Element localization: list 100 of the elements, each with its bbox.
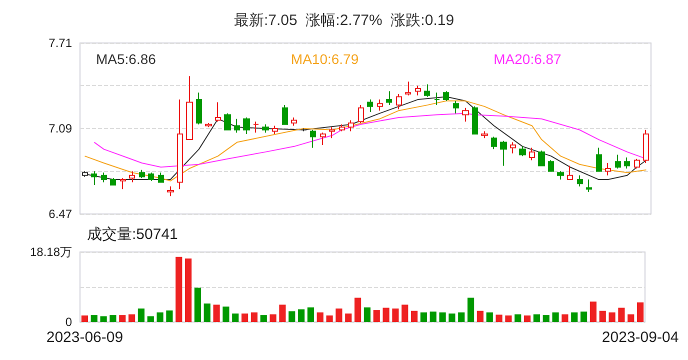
candlestick [434,92,440,106]
candlestick [282,104,288,125]
candlestick [538,150,545,166]
bar [204,304,210,322]
candlestick [634,158,640,169]
bar [345,314,352,322]
candlestick [386,90,392,106]
candlestick [177,99,183,190]
candlestick [253,121,259,134]
candlestick [519,146,526,157]
bar [533,314,540,322]
bar [110,315,116,322]
bar [486,312,493,322]
candlestick [186,76,193,140]
bar [618,308,625,322]
candlestick [377,99,383,112]
bar [250,312,258,322]
text: MA5:6.86 [96,51,156,67]
bar [222,306,230,322]
x-tick-label: 2023-06-09 [46,329,124,346]
bar [420,312,428,322]
candlestick [167,186,174,197]
candlestick [396,94,402,110]
bar [260,315,267,322]
candlestick [415,85,421,96]
bar [213,304,220,322]
bar [166,310,173,322]
candlestick [110,178,116,186]
candlestick [453,100,459,114]
bar [176,256,182,322]
candlestick [148,172,154,182]
bar [156,312,164,322]
candlestick [91,170,97,186]
bar [232,314,239,322]
candlestick [262,124,269,134]
candlestick [491,136,497,150]
bar [496,314,502,322]
candlestick [500,140,507,166]
candlestick [424,84,430,98]
bar [119,315,126,322]
candlestick [205,122,212,128]
chart-title: 最新:7.05 涨幅:2.77% 涨跌:0.19 [234,12,454,29]
candlestick [367,99,373,112]
bar [194,288,202,322]
candlestick [624,156,630,169]
bar [590,302,597,322]
bar [562,314,568,322]
candlestick [339,124,345,132]
candlestick [291,116,297,126]
y-tick-label: 6.47 [48,207,72,221]
candlestick [510,142,516,154]
candlestick [529,147,535,161]
candlestick [348,120,354,132]
bar [81,315,88,322]
bar [608,312,616,322]
bar [298,309,305,322]
bar [636,302,644,322]
candlestick [329,126,335,139]
bar [580,312,588,322]
bar [599,310,606,322]
candlestick [472,106,478,135]
bar [326,315,333,322]
candlestick [301,128,307,132]
candlestick [215,102,221,122]
chart-title: 成交量:50741 [87,226,178,243]
bar [467,298,474,322]
bar [241,314,248,322]
bar [147,316,154,322]
bar [458,312,465,322]
bar [552,312,559,322]
bar [279,304,286,322]
bar [505,315,512,322]
bar [307,307,314,322]
candlestick [596,147,602,172]
candlestick [224,112,231,130]
bar [373,310,380,322]
candlestick [101,172,107,183]
bar [364,307,371,322]
bar [542,315,550,322]
bar [100,316,107,322]
bar [354,298,362,322]
bar [336,308,342,322]
candlestick [405,81,411,96]
candlestick [272,125,278,135]
candlestick [557,170,564,180]
bar [439,312,446,322]
candlestick [567,165,573,180]
candlestick [358,104,364,124]
y-tick-label: 7.71 [48,36,72,50]
bar [184,258,192,322]
bar [628,314,634,322]
candlestick [605,162,611,176]
y-tick-label: 7.09 [48,122,72,136]
bar [138,308,145,322]
bar [430,312,436,322]
bar [402,304,408,322]
bar [128,314,136,322]
text: MA10:6.79 [290,51,359,67]
bar [288,311,296,322]
x-tick-label: 2023-09-04 [602,329,679,346]
